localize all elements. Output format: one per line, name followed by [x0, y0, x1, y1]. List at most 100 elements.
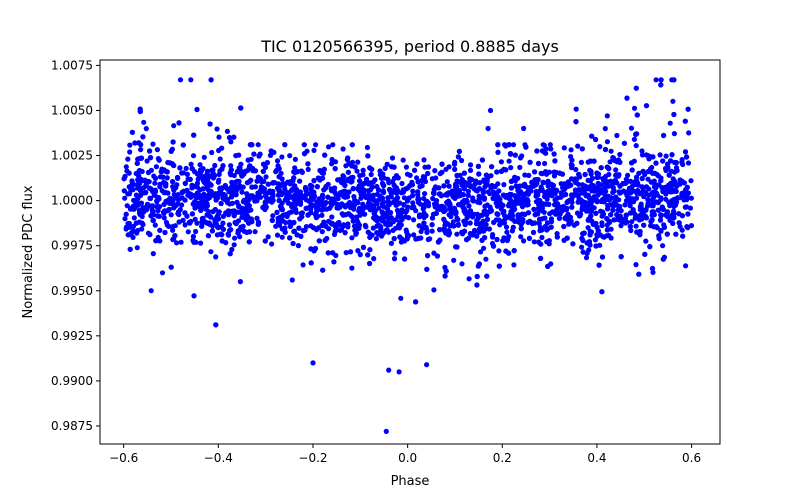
data-point [353, 230, 359, 236]
data-point [224, 128, 230, 134]
data-point [587, 184, 593, 190]
data-point [204, 183, 210, 189]
data-point [273, 223, 279, 229]
data-point [134, 160, 140, 166]
data-point [459, 261, 465, 267]
data-point [536, 239, 542, 245]
data-point [279, 154, 285, 160]
data-point [277, 222, 283, 228]
data-point [301, 142, 307, 148]
data-point [280, 212, 286, 219]
data-point [624, 219, 630, 225]
data-point [413, 299, 419, 305]
data-point [282, 181, 288, 187]
data-point [670, 98, 676, 104]
data-point [442, 273, 448, 279]
data-point [491, 190, 497, 196]
data-point [156, 157, 162, 163]
data-point [399, 216, 405, 223]
data-point [552, 158, 558, 164]
data-point [352, 202, 358, 208]
data-point [407, 172, 413, 178]
data-point [345, 169, 351, 175]
data-point [266, 189, 272, 196]
data-point [301, 151, 308, 157]
data-point [241, 171, 247, 177]
x-tick-label: 0.2 [493, 451, 512, 465]
data-point [365, 153, 371, 159]
data-point [279, 234, 285, 240]
data-point [260, 204, 266, 211]
data-point [375, 187, 382, 193]
data-point [576, 192, 582, 198]
data-point [363, 176, 370, 182]
data-point [320, 192, 326, 198]
data-point [189, 211, 195, 217]
data-point [540, 201, 546, 207]
data-point [300, 228, 306, 234]
data-point [529, 179, 535, 185]
data-point [254, 198, 260, 204]
data-point [498, 168, 504, 174]
data-point [355, 220, 361, 226]
data-point [688, 178, 694, 184]
data-point [357, 178, 363, 184]
data-point [435, 239, 441, 245]
data-point [246, 229, 253, 235]
data-point [263, 174, 269, 180]
data-point [386, 202, 392, 208]
data-point [255, 174, 261, 180]
data-point [542, 160, 548, 167]
data-point [397, 200, 403, 206]
data-point [637, 204, 643, 210]
data-point [581, 230, 587, 236]
data-point [363, 224, 369, 230]
data-point [413, 236, 419, 242]
data-point [228, 172, 234, 178]
data-point [606, 171, 612, 178]
data-point [612, 177, 618, 183]
data-point [622, 202, 628, 208]
data-point [397, 234, 403, 240]
data-point [219, 145, 225, 151]
data-point [352, 164, 358, 170]
data-point [313, 142, 319, 148]
data-point [254, 178, 260, 184]
data-point [436, 185, 442, 191]
data-point [671, 131, 678, 137]
data-point [177, 77, 184, 83]
data-point [658, 178, 664, 184]
data-point [128, 205, 134, 211]
data-point [191, 132, 197, 138]
data-point [298, 210, 304, 217]
data-point [254, 215, 260, 221]
data-point [450, 219, 456, 225]
data-point [275, 215, 281, 221]
data-point [482, 235, 488, 241]
data-point [593, 210, 599, 216]
data-point [556, 215, 563, 221]
data-point [129, 129, 135, 135]
data-point [657, 152, 663, 158]
data-point [580, 186, 586, 192]
data-point [613, 194, 619, 200]
data-point [682, 149, 689, 155]
x-tick-label: 0.0 [398, 451, 417, 465]
data-point [613, 202, 620, 208]
data-point [640, 188, 646, 194]
data-point [318, 201, 324, 207]
data-point [439, 169, 445, 175]
data-point [304, 191, 310, 197]
data-point [591, 158, 597, 164]
data-point [517, 183, 523, 189]
data-point [667, 120, 673, 126]
data-point [231, 134, 237, 140]
data-point [417, 212, 423, 218]
data-point [354, 168, 360, 174]
data-point [156, 196, 162, 202]
data-point [290, 178, 296, 184]
data-point [361, 192, 367, 198]
data-point [643, 238, 649, 244]
data-point [536, 220, 542, 226]
data-point [434, 205, 440, 211]
